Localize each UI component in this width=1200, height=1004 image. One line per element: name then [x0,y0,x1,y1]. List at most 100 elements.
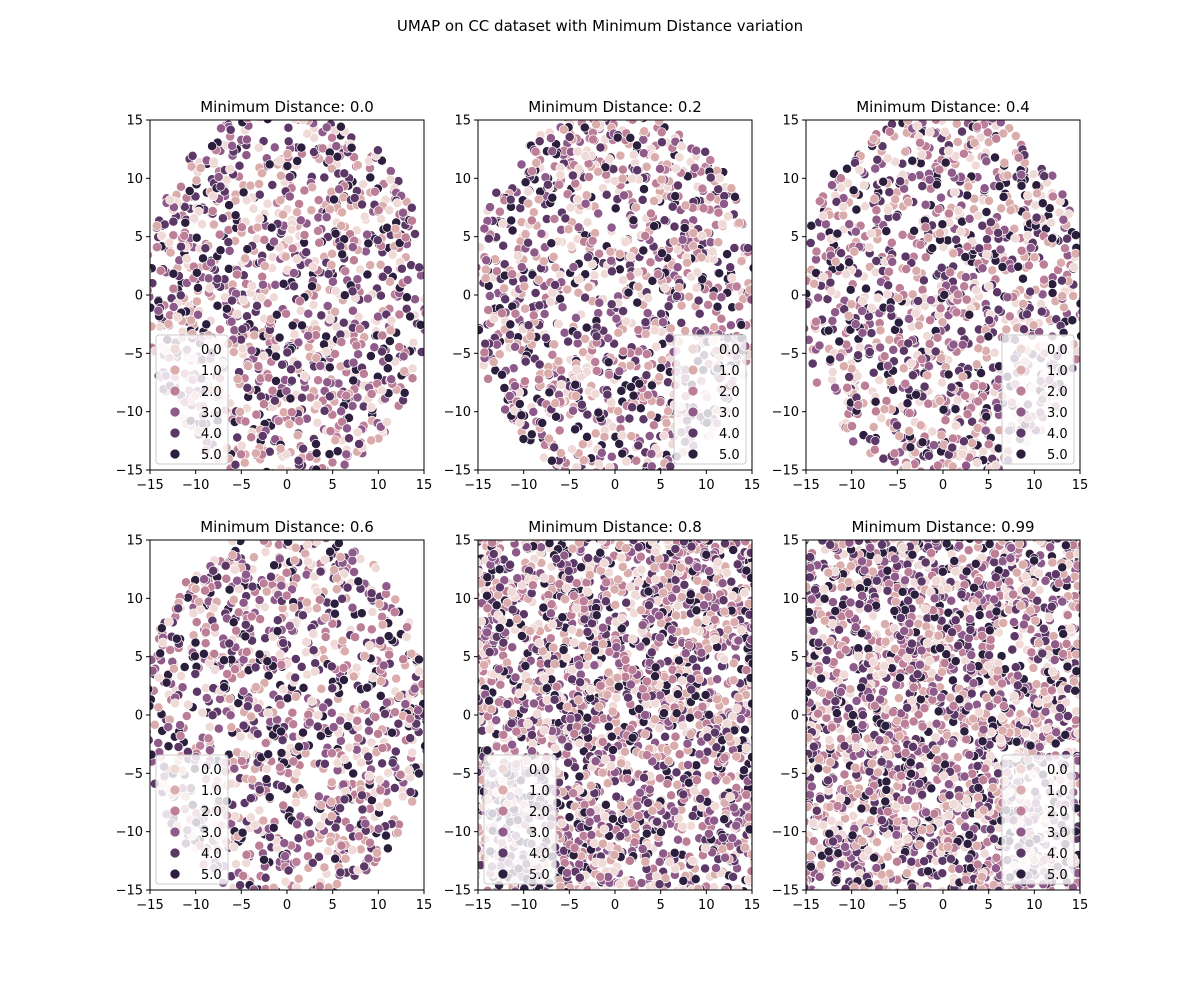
data-point [279,685,288,694]
data-point [239,871,248,880]
data-point [1048,280,1057,289]
legend-marker [688,386,698,396]
y-tick-label: −10 [444,405,471,420]
data-point [634,441,643,450]
data-point [400,367,409,376]
data-point [279,638,288,647]
data-point [376,291,385,300]
data-point [937,378,946,387]
data-point [699,204,708,213]
data-point [962,295,971,304]
data-point [952,308,961,317]
data-point [270,396,279,405]
data-point [242,151,251,160]
data-point [190,652,199,661]
data-point [261,873,270,882]
data-point [278,736,287,745]
y-tick-label: 10 [782,172,799,187]
data-point [959,437,968,446]
data-point [535,137,544,146]
x-tick-label: 10 [370,478,387,493]
data-point [252,301,261,310]
data-point [277,727,286,736]
data-point [921,253,930,262]
data-point [819,212,828,221]
data-point [302,248,311,257]
data-point [383,418,392,427]
data-point [867,303,876,312]
data-point [271,376,280,385]
data-point [591,389,600,398]
data-point [622,457,631,466]
data-point [657,175,666,184]
data-point [671,192,680,201]
data-point [307,696,316,705]
data-point [367,589,376,598]
data-point [976,369,985,378]
data-point [921,223,930,232]
data-point [192,687,201,696]
data-point [506,195,515,204]
data-point [510,381,519,390]
data-point [1018,274,1027,283]
data-point [919,276,928,285]
data-point [253,729,262,738]
data-point [191,669,200,678]
data-point [410,295,419,304]
x-tick-label: 10 [698,478,715,493]
data-point [704,300,713,309]
data-point [845,258,854,267]
data-point [508,226,517,235]
data-point [384,632,393,641]
data-point [879,177,888,186]
data-point [1000,158,1009,167]
data-point [963,410,972,419]
data-point [607,223,616,232]
data-point [815,341,824,350]
data-point [348,243,357,252]
data-point [556,366,565,375]
data-point [632,456,641,465]
data-point [343,583,352,592]
data-point [408,374,417,383]
data-point [579,456,588,465]
data-point [615,249,624,258]
data-point [399,352,408,361]
data-point [726,321,735,330]
data-point [373,848,382,857]
data-point [1032,181,1041,190]
data-point [152,243,161,252]
data-point [607,300,616,309]
data-point [189,214,198,223]
data-point [583,253,592,262]
y-tick-label: −5 [124,347,143,362]
data-point [915,138,924,147]
data-point [206,258,215,267]
data-point [499,241,508,250]
data-point [353,428,362,437]
data-point [357,609,366,618]
legend-label: 3.0 [1047,406,1068,421]
data-point [886,304,895,313]
data-point [328,684,337,693]
data-point [978,221,987,230]
data-point [961,252,970,261]
data-point [972,471,981,480]
data-point [258,431,267,440]
data-point [169,217,178,226]
data-point [247,346,256,355]
data-point [827,287,836,296]
data-point [367,738,376,747]
data-point [210,623,219,632]
data-point [962,461,971,470]
data-point [855,165,864,174]
data-point [888,257,897,266]
data-point [665,334,674,343]
data-point [904,314,913,323]
data-point [950,188,959,197]
data-point [157,231,166,240]
data-point [500,383,509,392]
data-point [205,283,214,292]
data-point [356,623,365,632]
data-point [285,172,294,181]
